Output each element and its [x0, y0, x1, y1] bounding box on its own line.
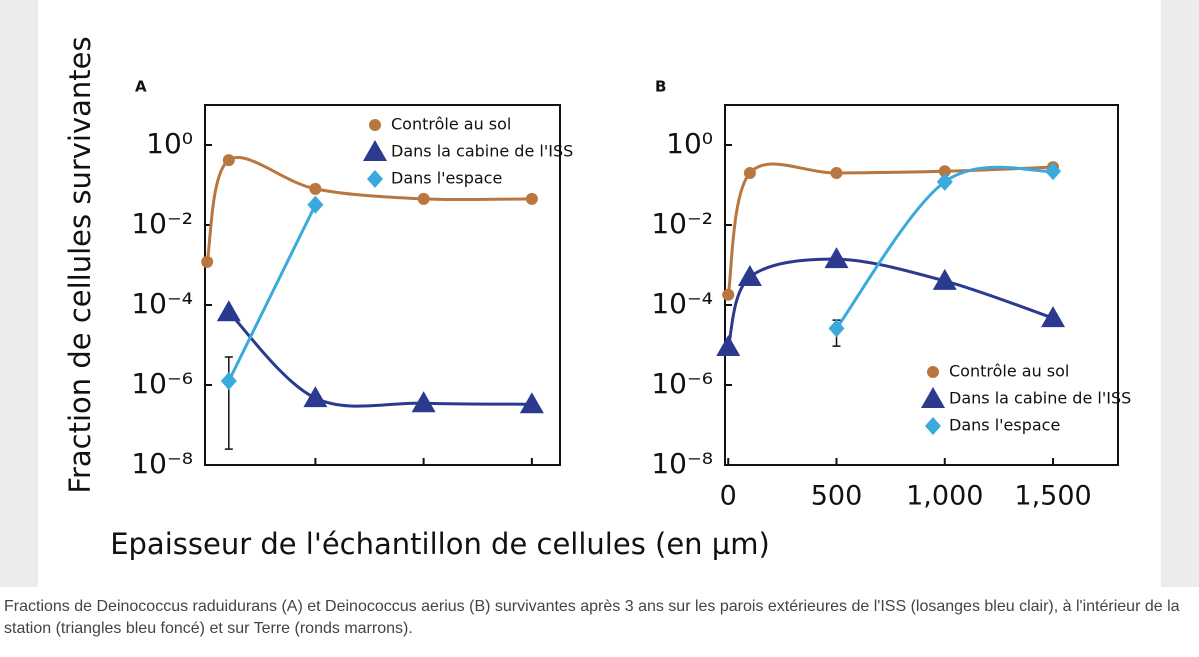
data-point [828, 319, 845, 338]
legend-label: Dans l'espace [391, 169, 502, 188]
plot-frame [724, 104, 1119, 466]
legend-label: Dans la cabine de l'ISS [391, 142, 573, 161]
side-strip [1161, 0, 1199, 587]
data-point [932, 268, 957, 290]
data-point [201, 255, 214, 268]
legend-label: Dans l'espace [949, 416, 1060, 435]
fit-curve [835, 165, 1054, 330]
data-point [222, 154, 235, 167]
x-tick-label: 0 [720, 481, 737, 512]
legend-marker [927, 366, 939, 378]
panel-title: A [135, 78, 147, 96]
data-point [830, 166, 843, 179]
data-point [1041, 306, 1066, 328]
x-tick-label: 1,500 [1014, 481, 1091, 512]
data-point [220, 371, 237, 390]
plot-frame [204, 104, 561, 466]
legend-marker [367, 170, 383, 188]
error-bar [224, 356, 233, 450]
data-point [519, 392, 544, 414]
y-tick-label: 10⁻⁴ [651, 287, 713, 320]
data-point [307, 195, 324, 214]
legend-marker [363, 140, 387, 161]
data-point [525, 192, 538, 205]
caption: Fractions de Deinococcus raduidurans (A)… [4, 598, 1180, 637]
y-tick-label: 10⁻⁶ [131, 367, 193, 400]
y-tick-label: 10⁰ [666, 127, 713, 160]
y-tick-label: 10⁻⁴ [131, 287, 193, 320]
data-point [743, 166, 756, 179]
y-tick-label: 10⁻⁸ [131, 447, 193, 480]
data-point [716, 335, 741, 357]
data-point [1045, 162, 1062, 181]
x-axis-label: Epaisseur de l'échantillon de cellules (… [110, 527, 770, 561]
x-tick-label: 500 [811, 481, 863, 512]
fit-curve [227, 204, 317, 382]
data-point [722, 288, 735, 301]
side-strip [0, 0, 38, 587]
data-point [411, 391, 436, 413]
fit-curve [726, 257, 1054, 348]
data-point [936, 172, 953, 191]
data-point [216, 300, 241, 322]
y-tick-label: 10⁻² [131, 207, 193, 240]
y-tick-label: 10⁻⁸ [651, 447, 713, 480]
data-point [417, 192, 430, 205]
data-point [309, 182, 322, 195]
fit-curve [227, 311, 532, 408]
legend-label: Dans la cabine de l'ISS [949, 389, 1131, 408]
data-point [938, 165, 951, 178]
y-tick-label: 10⁰ [146, 127, 193, 160]
data-point [824, 247, 849, 269]
y-tick-label: 10⁻² [651, 207, 713, 240]
legend-marker [369, 119, 381, 131]
y-tick-label: 10⁻⁶ [651, 367, 713, 400]
fit-curve [726, 162, 1054, 296]
legend-label: Contrôle au sol [949, 362, 1069, 381]
data-point [737, 265, 762, 287]
y-axis-label: Fraction de cellules survivantes [63, 36, 97, 493]
figure: Fraction de cellules survivantes Epaisse… [63, 36, 1131, 561]
legend-label: Contrôle au sol [391, 115, 511, 134]
panel-title: B [655, 78, 666, 96]
data-point [303, 386, 328, 408]
legend-marker [925, 417, 941, 435]
legend-marker [921, 387, 945, 408]
x-tick-label: 1,000 [906, 481, 983, 512]
